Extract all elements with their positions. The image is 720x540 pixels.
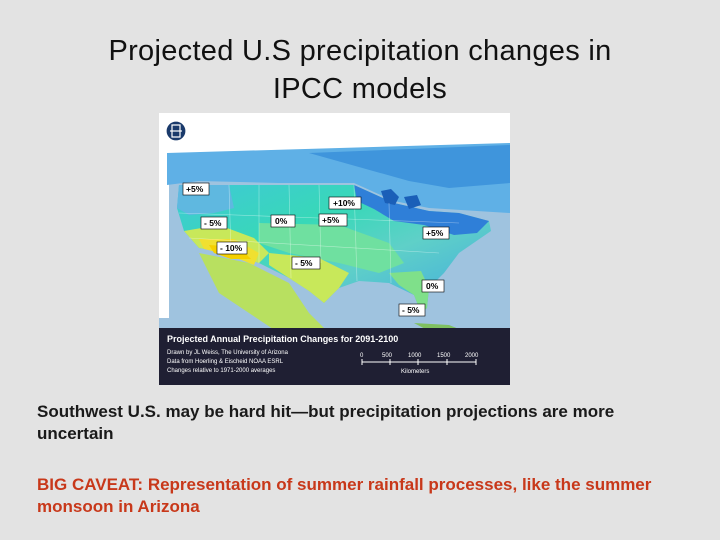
label-central-plains: +5%	[318, 213, 348, 227]
caption-panel	[159, 328, 510, 385]
scale-unit: Kilometers	[401, 369, 429, 375]
mexico-region	[199, 253, 329, 343]
svg-text:+5%: +5%	[426, 228, 444, 238]
label-mid-atlantic: +5%	[422, 226, 450, 240]
svg-text:+10%: +10%	[333, 198, 355, 208]
body-text: Southwest U.S. may be hard hit—but preci…	[37, 402, 615, 443]
scale-tick-0: 0	[360, 353, 364, 359]
precipitation-map: +5% +10% - 5% 0% +5% +5% - 10% - 5%	[159, 113, 510, 385]
label-florida: 0%	[421, 279, 445, 293]
svg-text:0%: 0%	[275, 216, 288, 226]
southeast-zone	[389, 271, 429, 313]
central-green-zone	[259, 223, 404, 273]
caption-credit-line-3: Changes relative to 1971-2000 averages	[167, 368, 275, 374]
caption-title: Projected Annual Precipitation Changes f…	[167, 334, 398, 344]
slide-title-line-1: Projected U.S precipitation changes in	[108, 35, 612, 67]
scale-tick-1500: 1500	[437, 353, 451, 359]
university-logo	[165, 120, 187, 142]
svg-text:- 10%: - 10%	[220, 243, 243, 253]
label-caribbean: - 5%	[398, 303, 426, 317]
label-texas: - 5%	[291, 256, 321, 270]
svg-text:+5%: +5%	[186, 184, 204, 194]
label-rockies: 0%	[270, 214, 296, 228]
label-southwest: - 10%	[216, 241, 248, 255]
label-pacific-nw: +5%	[182, 182, 210, 196]
svg-text:- 5%: - 5%	[295, 258, 313, 268]
svg-text:0%: 0%	[426, 281, 439, 291]
caption-credit-line-1: Drawn by JL Weiss, The University of Ari…	[167, 350, 289, 356]
label-great-basin: - 5%	[200, 216, 228, 230]
slide-title-line-2: IPCC models	[272, 73, 448, 105]
caveat-text: BIG CAVEAT: Representation of summer rai…	[37, 475, 652, 516]
scale-tick-1000: 1000	[408, 353, 422, 359]
slide-title: Projected U.S precipitation changes in I…	[40, 32, 680, 108]
svg-text:- 5%: - 5%	[204, 218, 222, 228]
scale-tick-500: 500	[382, 353, 393, 359]
scale-tick-2000: 2000	[465, 353, 479, 359]
texas-zone	[269, 253, 349, 303]
svg-text:+5%: +5%	[322, 215, 340, 225]
scale-bar: 0 500 1000 1500 2000 Kilometers	[360, 353, 479, 375]
caption-credit-line-2: Data from Hoerling & Eischeid NOAA ESRL	[167, 359, 284, 365]
label-northeast-lakes: +10%	[328, 196, 362, 210]
svg-text:- 5%: - 5%	[402, 305, 420, 315]
northeast-wet-zone	[354, 185, 489, 235]
